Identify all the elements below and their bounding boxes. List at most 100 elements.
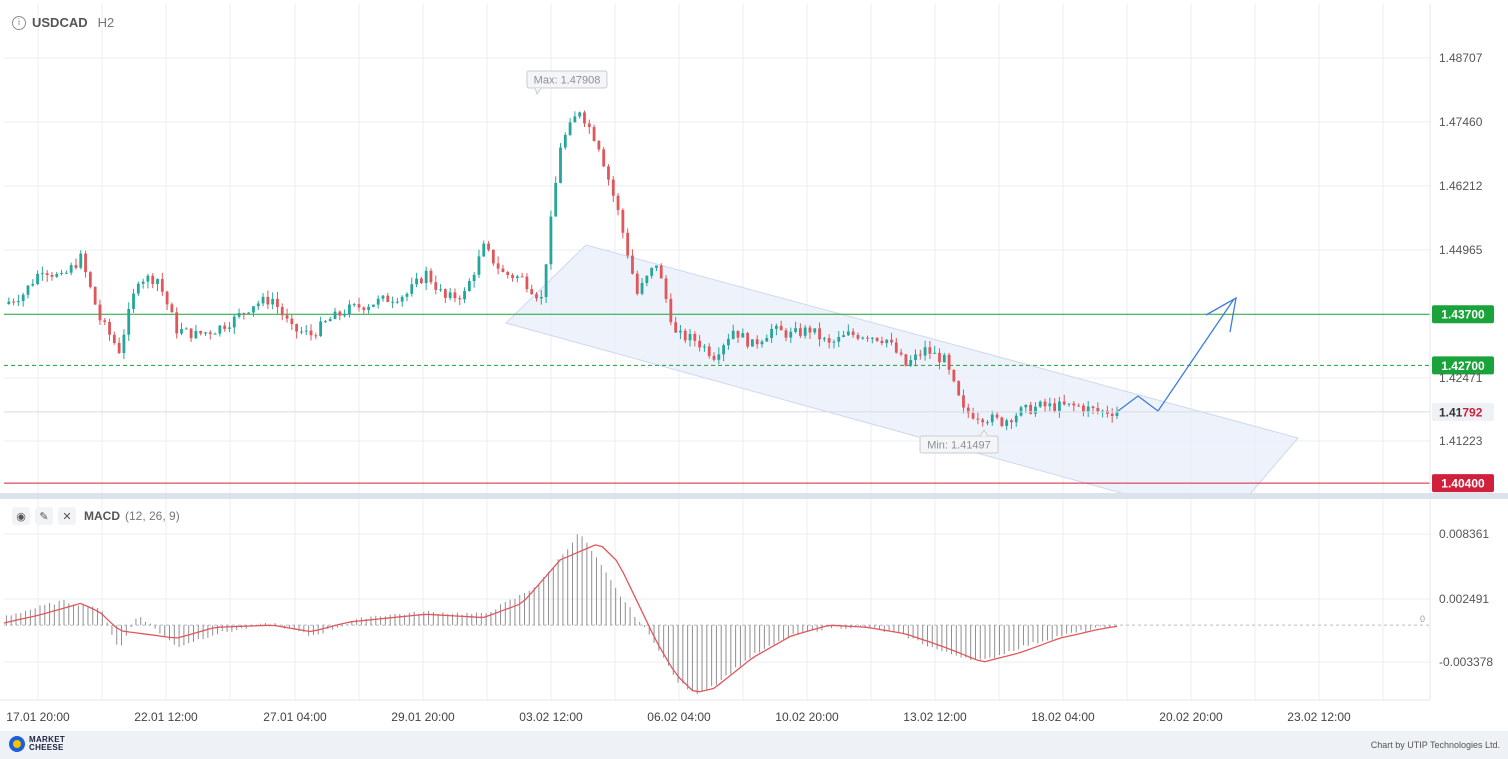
candle-body	[410, 284, 414, 294]
candle-body	[1067, 403, 1071, 405]
candle	[117, 337, 121, 354]
candle	[746, 331, 749, 349]
logo-line-2: CHEESE	[29, 743, 64, 752]
candle-body	[218, 325, 222, 334]
candle	[1014, 412, 1018, 427]
candle-body	[866, 337, 869, 339]
candle	[242, 312, 246, 320]
candle	[189, 328, 193, 342]
candle-body	[837, 337, 841, 342]
candle-body	[765, 338, 769, 342]
candle-body	[343, 314, 347, 316]
candle	[160, 272, 164, 296]
candle-body	[381, 295, 385, 299]
candle	[477, 249, 481, 278]
candle-body	[1086, 406, 1090, 412]
candle	[491, 249, 495, 266]
candle	[866, 335, 869, 342]
candle-body	[328, 319, 332, 322]
candle	[827, 334, 831, 349]
candle	[755, 335, 759, 349]
candle	[981, 417, 985, 427]
candle	[918, 349, 922, 360]
candle	[942, 352, 946, 363]
candle-body	[535, 294, 538, 299]
candle-body	[707, 346, 711, 356]
candle-body	[271, 298, 275, 305]
candle-body	[1024, 404, 1028, 408]
candle-body	[458, 298, 462, 300]
candle-body	[324, 321, 327, 323]
candle-body	[228, 327, 231, 329]
candle	[79, 250, 83, 270]
candle-body	[573, 116, 577, 123]
candle	[285, 308, 289, 323]
candle-body	[127, 308, 131, 335]
candle	[1067, 403, 1071, 407]
candle-body	[98, 304, 102, 321]
candle	[395, 297, 399, 304]
candle	[631, 249, 634, 275]
close-icon[interactable]: ✕	[58, 507, 76, 525]
brand-logo[interactable]: MARKET CHEESE	[9, 736, 65, 752]
candle-body	[160, 279, 164, 292]
timeframe-label[interactable]: H2	[97, 15, 115, 30]
candle	[990, 410, 994, 426]
candle-body	[899, 352, 903, 355]
candle	[156, 278, 159, 292]
candle	[707, 343, 711, 359]
candle	[228, 322, 231, 333]
info-icon[interactable]: i	[12, 15, 26, 30]
candle	[856, 332, 860, 341]
candle-body	[544, 264, 548, 297]
candle	[818, 322, 821, 347]
candle-body	[597, 141, 601, 150]
candle	[803, 325, 807, 339]
candle-body	[803, 327, 807, 336]
candle-body	[583, 112, 586, 124]
candle	[875, 337, 879, 343]
candle	[779, 320, 783, 331]
candle	[415, 272, 418, 288]
candle-body	[21, 294, 25, 302]
chart-credit: Chart by UTIP Technologies Ltd.	[1370, 740, 1500, 750]
candle-body	[520, 276, 524, 278]
level-label-1: 1.42700	[1441, 359, 1485, 373]
candle	[727, 333, 730, 350]
candle-body	[784, 330, 788, 338]
candle	[295, 323, 299, 339]
candle	[1101, 409, 1105, 418]
candle	[199, 330, 203, 336]
candle	[21, 292, 25, 307]
candle	[439, 284, 442, 292]
candle	[621, 208, 625, 239]
candle	[194, 324, 198, 340]
level-badge-1	[1432, 356, 1494, 375]
candle-body	[175, 312, 179, 334]
time-tick-label: 17.01 20:00	[6, 710, 70, 724]
candle	[774, 323, 778, 336]
candle	[69, 262, 73, 276]
candle	[208, 330, 212, 340]
candle-body	[525, 276, 529, 290]
wrench-icon[interactable]: ✎	[35, 507, 53, 525]
candle-body	[304, 330, 308, 332]
candle	[894, 337, 898, 354]
eye-icon[interactable]: ◉	[12, 507, 30, 525]
candle-body	[861, 337, 865, 339]
candle-body	[890, 339, 893, 343]
candle-body	[693, 333, 697, 341]
candle-body	[1096, 408, 1100, 412]
candle	[1038, 400, 1042, 409]
candle-body	[539, 296, 543, 299]
candle-body	[60, 272, 63, 274]
candle	[151, 273, 155, 289]
candle-body	[295, 324, 299, 332]
time-tick-label: 23.02 12:00	[1287, 710, 1351, 724]
candle-body	[631, 255, 634, 274]
candle	[573, 111, 577, 123]
candle-body	[141, 281, 145, 284]
price-tick-label: 1.42471	[1439, 371, 1483, 385]
candle	[88, 271, 92, 289]
min-label: Min: 1.41497	[927, 440, 991, 452]
